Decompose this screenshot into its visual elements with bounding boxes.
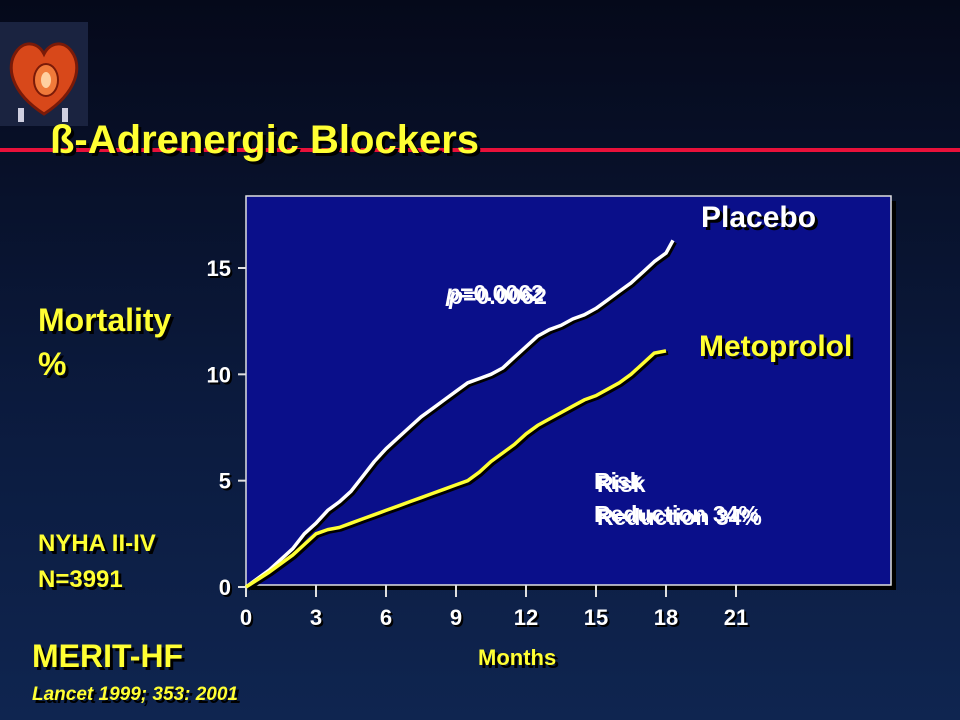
x-tick-label: 0 <box>240 605 252 630</box>
p-value-annotation: p=0.0062 <box>445 280 544 306</box>
x-tick-label-shadow: 9 <box>452 607 464 632</box>
y-axis-label-line2: % <box>38 346 67 382</box>
sample-size: N=3991 <box>38 566 123 593</box>
y-tick-label-shadow: 15 <box>209 258 233 283</box>
heart-icon <box>0 22 88 126</box>
x-tick-label-shadow: 12 <box>516 607 540 632</box>
risk-line1-shadow: Risk <box>597 471 646 497</box>
study-name: MERIT-HF <box>32 638 184 674</box>
p-value: =0.0062 <box>460 280 544 306</box>
reference-citation: Lancet 1999; 353: 2001 <box>32 684 238 705</box>
y-tick-label: 10 <box>207 362 231 387</box>
population-info: NYHA II-IV N=3991 <box>38 526 156 598</box>
placebo-label-shadow: Placebo <box>704 204 819 237</box>
heart-logo <box>0 22 88 126</box>
x-tick-label-shadow: 21 <box>726 607 750 632</box>
y-axis-label: Mortality % <box>38 298 171 386</box>
y-tick-label-shadow: 0 <box>221 577 233 602</box>
metoprolol-line <box>245 349 667 589</box>
metoprolol-label-shadow: Metoprolol <box>702 333 855 366</box>
y-tick-label: 5 <box>219 469 231 494</box>
x-tick-label: 15 <box>584 605 608 630</box>
title-rule <box>0 148 960 152</box>
placebo-label: Placebo <box>701 201 816 234</box>
p-value-shadow: p=0.0062 <box>448 283 547 309</box>
risk-line2-shadow: Reduction 34% <box>597 504 762 530</box>
x-tick-label: 6 <box>380 605 392 630</box>
y-tick-label-shadow: 5 <box>221 471 233 496</box>
y-tick-label: 0 <box>219 575 231 600</box>
x-tick-label-shadow: 3 <box>312 607 324 632</box>
x-tick-label-shadow: 18 <box>656 607 680 632</box>
risk-annotation-line2: Reduction 34% <box>594 501 759 527</box>
x-axis-label: Months <box>478 645 557 670</box>
metoprolol-line-shadow <box>246 350 669 591</box>
x-tick-label-shadow: 0 <box>242 607 254 632</box>
y-tick-label-shadow: 10 <box>209 364 233 389</box>
placebo-line <box>244 239 675 589</box>
placebo-line-shadow <box>246 241 677 591</box>
x-tick-label: 3 <box>310 605 322 630</box>
x-tick-label-shadow: 15 <box>586 607 610 632</box>
plot-area <box>245 195 892 586</box>
x-tick-label: 21 <box>724 605 748 630</box>
x-tick-label: 12 <box>514 605 538 630</box>
x-tick-label: 18 <box>654 605 678 630</box>
p-symbol: p <box>445 280 460 306</box>
y-tick-label: 15 <box>207 256 231 281</box>
y-axis-label-line1: Mortality <box>38 302 172 338</box>
series-lines <box>244 239 677 591</box>
x-tick-label: 9 <box>450 605 462 630</box>
x-tick-label-shadow: 6 <box>382 607 394 632</box>
slide-title: ß-Adrenergic Blockers <box>50 118 480 162</box>
nyha-class: NYHA II-IV <box>38 530 156 557</box>
metoprolol-label: Metoprolol <box>699 330 852 363</box>
risk-annotation-line1: Risk <box>594 468 643 494</box>
